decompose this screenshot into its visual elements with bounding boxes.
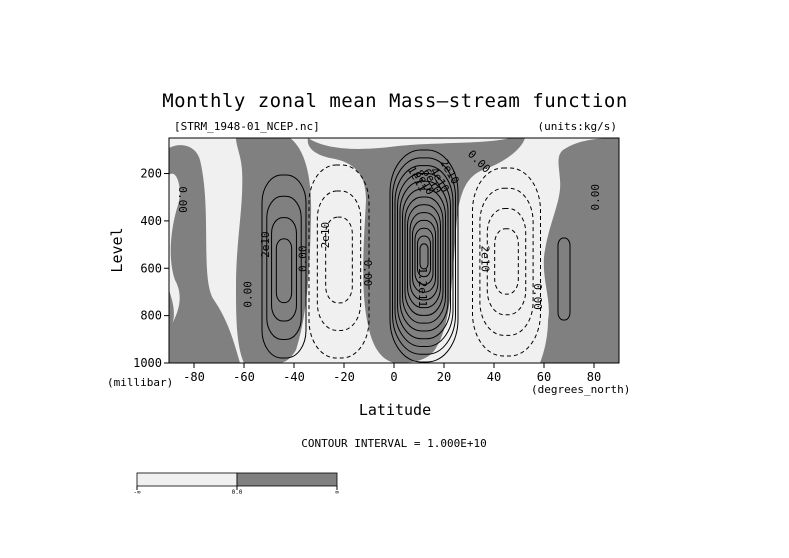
contour-value-label: 2e10 [259,231,272,258]
northern-hadley-cell-contour [412,219,436,293]
contour-value-label: 0.00 [361,260,374,287]
northern-hadley-cell-contour [404,196,444,316]
northern-hadley-cell-contour [419,243,429,270]
y-tick-label: 400 [140,214,162,228]
y-axis-ticks: 200 400 600 800 1000 [133,167,169,370]
x-tick-label: 60 [537,370,551,384]
contour-value-label: 0.00 [242,281,255,308]
northern-ferrel-cell-contour [479,187,534,336]
northern-hadley-cell-contour [417,235,431,278]
units-label: (units:kg/s) [538,120,617,133]
colorbar-label-pos-inf: ∞ [335,489,339,496]
southern-polar-cell-contour [271,217,297,322]
northern-hadley-cell-contour [389,149,459,363]
x-tick-label: 0 [390,370,397,384]
northern-polar-cell-shading [540,138,619,363]
contour-value-label: 0.00 [531,283,544,310]
file-label: [STRM_1948-01_NCEP.nc] [174,120,320,133]
y-tick-label: 200 [140,167,162,181]
southern-ferrel-cell-contour [308,164,370,359]
tropical-shading [307,138,525,363]
northern-hadley-cell-contour [407,204,441,309]
contour-value-label: 0.00 [589,184,602,211]
y-tick-label: 800 [140,309,162,323]
northern-hadley-cell-contour [402,188,446,324]
x-axis-label: Latitude [359,401,431,419]
southern-polar-cell-shading [169,145,240,363]
y-tick-label: 600 [140,261,162,275]
southern-polar-cell-contour [261,174,307,359]
contour-lines [261,149,571,363]
northern-hadley-cell-contour [414,227,434,285]
southern-polar-cell-contour [275,238,293,304]
positive-regions [169,138,619,363]
southern-ferrel-cell-contour [316,190,362,331]
x-units-label: (degrees_north) [531,383,630,396]
x-tick-label: -80 [183,370,205,384]
colorbar-label-zero: 0.0 [232,489,243,496]
x-tick-label: -40 [283,370,305,384]
chart-title: Monthly zonal mean Mass—stream function [162,90,628,112]
colorbar-positive-swatch [236,472,338,487]
x-tick-label: -20 [333,370,355,384]
x-axis-ticks: -80 -60 -40 -20 0 20 40 60 80 [183,363,601,384]
contour-value-label: 1.2e11 [416,267,429,307]
northern-hadley-cell-contour [409,212,439,301]
colorbar-negative-swatch [136,472,238,487]
northern-hadley-cell-contour [397,172,451,340]
contour-value-label: 2e10 [319,222,332,249]
contour-value-label: 2e10 [479,246,492,273]
southern-sinking-shading [236,138,312,363]
southern-polar-cell-contour [266,195,302,341]
contour-value-label: 0.00 [297,246,310,273]
x-tick-label: 20 [437,370,451,384]
contour-value-label: 0.00 [176,186,189,213]
northern-hadley-cell-contour [392,157,456,355]
southern-ferrel-cell-contour [325,216,353,304]
x-tick-label: -60 [233,370,255,384]
x-tick-label: 80 [587,370,601,384]
northern-ferrel-cell-contour [472,167,541,357]
northern-hadley-cell-contour [399,180,449,332]
southern-pole-wedge-shading [169,290,174,330]
y-tick-label: 1000 [133,356,162,370]
northern-ferrel-cell-contour [486,208,527,316]
contour-plot-area: 0.000.002e100.002e100.001e118e106e104e10… [169,138,619,363]
contour-labels: 0.000.002e100.002e100.001e118e106e104e10… [176,148,602,310]
northern-ferrel-cell-contour [494,228,519,295]
x-tick-label: 40 [487,370,501,384]
colorbar: -∞ 0.0 ∞ [133,472,339,496]
northern-hadley-cell-contour [394,165,454,347]
y-units-label: (millibar) [107,376,173,389]
northern-polar-cell-contour [557,237,571,321]
y-axis-label: Level [108,227,126,272]
colorbar-label-neg-inf: -∞ [133,489,141,496]
contour-interval-text: CONTOUR INTERVAL = 1.000E+10 [301,437,486,450]
